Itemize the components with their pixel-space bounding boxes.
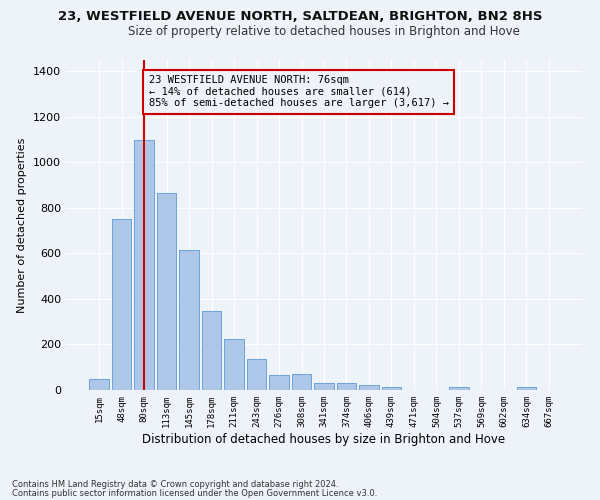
Text: 23 WESTFIELD AVENUE NORTH: 76sqm
← 14% of detached houses are smaller (614)
85% : 23 WESTFIELD AVENUE NORTH: 76sqm ← 14% o…: [149, 76, 449, 108]
Bar: [314, 383, 334, 390]
Bar: [382, 386, 401, 390]
Bar: [359, 386, 379, 390]
Bar: [449, 388, 469, 390]
X-axis label: Distribution of detached houses by size in Brighton and Hove: Distribution of detached houses by size …: [142, 432, 506, 446]
Bar: [269, 375, 289, 390]
Bar: [292, 374, 311, 390]
Bar: [337, 383, 356, 390]
Text: Contains public sector information licensed under the Open Government Licence v3: Contains public sector information licen…: [12, 489, 377, 498]
Bar: [179, 250, 199, 390]
Bar: [202, 312, 221, 390]
Text: Contains HM Land Registry data © Crown copyright and database right 2024.: Contains HM Land Registry data © Crown c…: [12, 480, 338, 489]
Title: Size of property relative to detached houses in Brighton and Hove: Size of property relative to detached ho…: [128, 25, 520, 38]
Y-axis label: Number of detached properties: Number of detached properties: [17, 138, 28, 312]
Bar: [112, 220, 131, 390]
Bar: [517, 388, 536, 390]
Text: 23, WESTFIELD AVENUE NORTH, SALTDEAN, BRIGHTON, BN2 8HS: 23, WESTFIELD AVENUE NORTH, SALTDEAN, BR…: [58, 10, 542, 23]
Bar: [247, 360, 266, 390]
Bar: [224, 339, 244, 390]
Bar: [134, 140, 154, 390]
Bar: [89, 378, 109, 390]
Bar: [157, 193, 176, 390]
